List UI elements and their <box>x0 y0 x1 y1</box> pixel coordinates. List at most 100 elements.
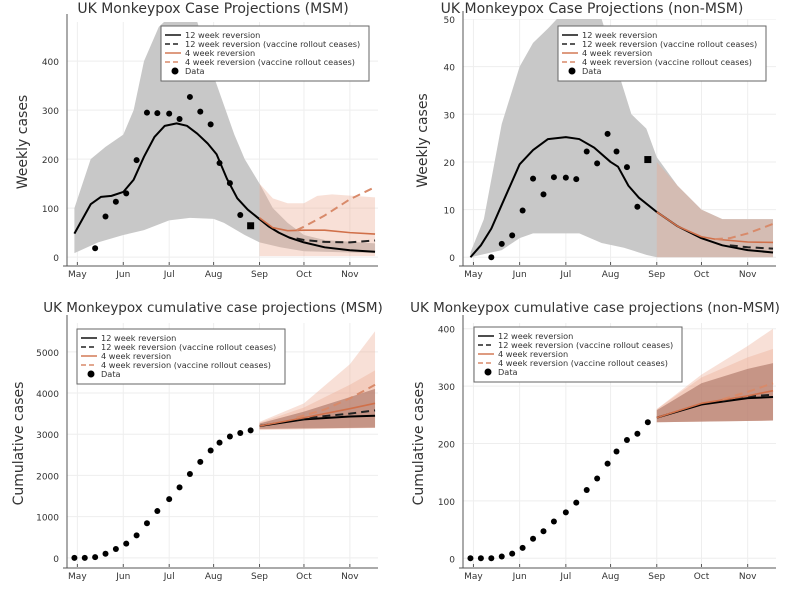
data-point <box>154 508 161 515</box>
data-point <box>166 496 173 503</box>
legend-swatch-data <box>568 67 576 75</box>
data-point <box>216 160 223 167</box>
y-tick-label: 200 <box>438 441 455 451</box>
data-point <box>176 484 183 491</box>
y-tick-label: 400 <box>42 58 59 68</box>
legend-label: 4 week reversion <box>582 48 652 58</box>
chart-msm-cumulative: 0 1000 2000 3000 4000 5000 May Jun Jul Aug Sep Oct N… <box>0 298 400 598</box>
y-tick-label: 4000 <box>36 390 59 400</box>
legend-swatch-data <box>484 368 492 376</box>
legend-label: 4 week reversion (vaccine rollout ceases… <box>582 57 752 67</box>
series-line-dash12 <box>729 244 774 250</box>
data-point <box>176 115 183 122</box>
uncertainty-band-grey <box>74 22 376 254</box>
chart-msm-weekly-svg: 0 100 200 300 400 May Jun Jul Aug Sep Oct Nov UK Mon… <box>15 1 378 280</box>
x-tick-label: Aug <box>602 572 620 582</box>
x-tick-label: Aug <box>205 572 223 582</box>
x-tick-label: Oct <box>694 270 710 280</box>
x-tick-label: Jun <box>512 270 527 280</box>
data-point <box>613 448 620 455</box>
data-point <box>634 430 641 437</box>
x-tick-label: Sep <box>251 572 268 582</box>
x-tick-label: Sep <box>648 270 665 280</box>
y-tick-label: 20 <box>444 159 456 169</box>
data-point <box>186 470 193 477</box>
data-point <box>623 437 630 444</box>
legend-label: 4 week reversion <box>101 351 171 361</box>
data-point <box>154 110 161 117</box>
data-point <box>112 198 119 205</box>
data-point <box>92 245 99 252</box>
legend-label: Data <box>582 66 602 76</box>
data-point <box>226 433 233 440</box>
data-point <box>477 555 484 562</box>
x-tick-label: Sep <box>648 572 665 582</box>
data-point <box>509 550 516 557</box>
data-point <box>550 518 557 525</box>
data-point <box>467 555 474 562</box>
series-line-dash4 <box>722 382 774 401</box>
y-tick-label: 200 <box>42 156 59 166</box>
data-point <box>583 486 590 493</box>
y-tick-label: 2000 <box>36 472 59 482</box>
data-point <box>226 180 233 187</box>
y-tick-label: 30 <box>444 111 456 121</box>
legend-label: 12 week reversion <box>185 30 260 40</box>
data-point <box>237 429 244 436</box>
x-tick-label: May <box>68 270 87 280</box>
x-tick-label: Nov <box>341 572 359 582</box>
series-line-dash12 <box>296 409 376 421</box>
data-point <box>594 475 601 482</box>
y-tick-label: 5000 <box>36 349 59 359</box>
x-tick-label: Oct <box>296 270 312 280</box>
data-point <box>133 157 140 164</box>
x-tick-label: May <box>464 270 483 280</box>
data-point <box>488 254 495 261</box>
legend-label: 12 week reversion (vaccine rollout cease… <box>498 340 673 350</box>
data-point <box>143 109 150 116</box>
uncertainty-band-grey <box>470 19 774 258</box>
data-point <box>166 110 173 117</box>
series-line-solid4 <box>656 211 774 244</box>
x-tick-label: Nov <box>341 270 359 280</box>
data-point <box>583 148 590 155</box>
y-tick-label: 0 <box>449 254 455 264</box>
y-axis-label: Weekly cases <box>15 95 31 189</box>
plot-area <box>67 323 378 564</box>
data-point <box>207 447 214 454</box>
data-point <box>143 520 150 527</box>
legend-label: 12 week reversion <box>498 331 573 341</box>
data-point <box>519 544 526 551</box>
data-point <box>92 554 99 561</box>
data-point <box>216 439 223 446</box>
data-point <box>207 121 214 128</box>
data-point <box>197 458 204 465</box>
data-point <box>573 176 580 183</box>
legend-swatch-data <box>87 370 95 378</box>
y-tick-label: 0 <box>449 555 455 565</box>
series-line-dash12 <box>296 237 376 244</box>
data-point <box>562 174 569 181</box>
chart-msm-cumulative-svg: 0 1000 2000 3000 4000 5000 May Jun Jul Aug Sep Oct N… <box>11 300 383 582</box>
data-point <box>197 108 204 115</box>
x-tick-label: Jun <box>115 270 130 280</box>
y-tick-label: 40 <box>444 64 456 74</box>
x-tick-label: Nov <box>739 270 757 280</box>
data-point <box>644 419 651 426</box>
data-point <box>509 232 516 239</box>
legend-label: 12 week reversion <box>101 333 176 343</box>
chart-nonmsm-cumulative: 0 100 200 300 400 May Jun Jul Aug Sep Oct Nov UK Mon… <box>400 298 800 598</box>
legend-box <box>473 326 683 383</box>
series-line-dash4 <box>714 222 774 241</box>
data-point <box>237 211 244 218</box>
data-point <box>562 509 569 516</box>
x-tick-label: Oct <box>296 572 312 582</box>
chart-msm-weekly: 0 100 200 300 400 May Jun Jul Aug Sep Oct Nov UK Mon… <box>0 0 400 300</box>
data-point <box>573 499 580 506</box>
legend-label: Data <box>185 66 205 76</box>
x-tick-label: Nov <box>739 572 757 582</box>
legend-box <box>76 328 286 385</box>
